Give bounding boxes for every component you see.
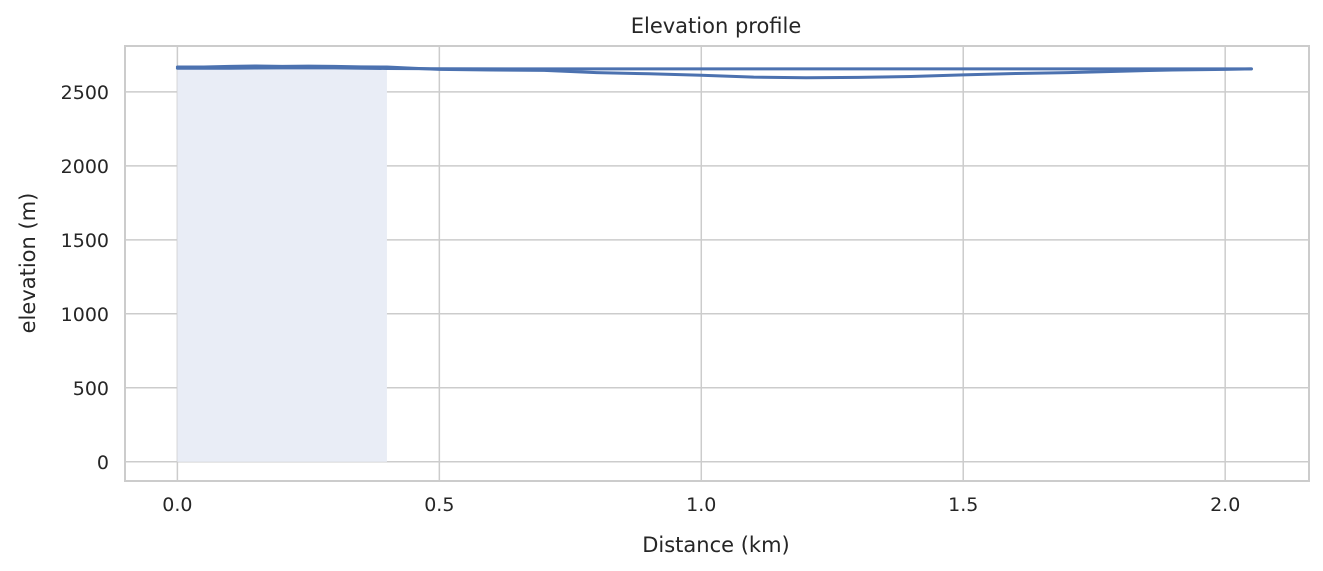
y-tick-label: 1500 — [61, 230, 109, 252]
x-tick-label: 0.0 — [162, 494, 192, 516]
y-tick-label: 2500 — [61, 82, 109, 104]
y-tick-label: 0 — [97, 452, 109, 474]
y-axis-title: elevation (m) — [16, 193, 40, 334]
y-tick-label: 2000 — [61, 156, 109, 178]
y-tick-label: 1000 — [61, 304, 109, 326]
x-axis-title: Distance (km) — [642, 533, 790, 557]
x-tick-label: 0.5 — [424, 494, 454, 516]
x-tick-label: 1.0 — [686, 494, 716, 516]
highlight-span — [177, 68, 387, 462]
y-tick-label: 500 — [73, 378, 109, 400]
chart-title: Elevation profile — [631, 14, 802, 38]
x-tick-label: 2.0 — [1210, 494, 1240, 516]
plot-frame — [124, 45, 1310, 482]
x-tick-label: 1.5 — [948, 494, 978, 516]
plot-area: 0.0 0.5 1.0 1.5 2.0 0 500 1000 1500 2000 2500 — [61, 45, 1310, 516]
series-line-return — [175, 66, 1253, 71]
series-line-outbound — [175, 64, 1253, 80]
